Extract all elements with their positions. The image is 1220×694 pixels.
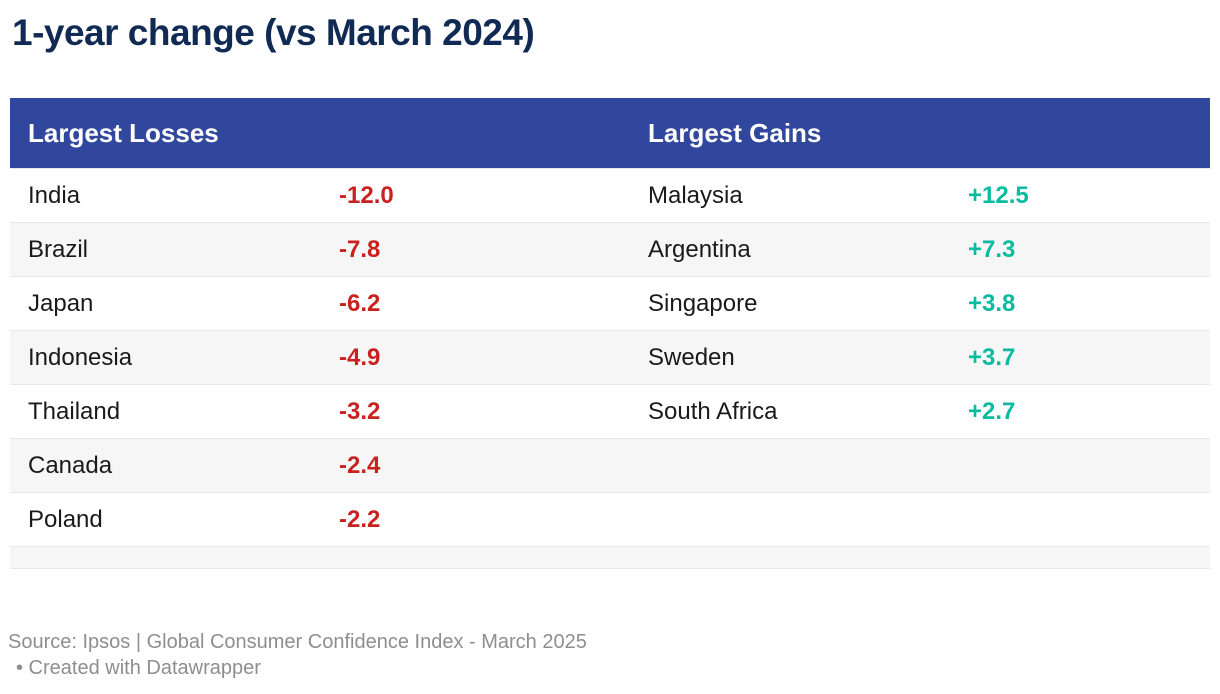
column-header-largest-losses: Largest Losses [28,117,219,148]
gain-value: +12.5 [968,181,1029,209]
table-row: Poland -2.2 [10,492,1210,546]
loss-country: India [28,181,81,209]
gain-country: Singapore [648,289,758,317]
loss-country: Indonesia [28,343,133,371]
loss-country: Thailand [28,397,121,425]
table-row: Indonesia -4.9 Sweden +3.7 [10,330,1210,384]
loss-value: -2.2 [339,505,381,533]
gain-country: Argentina [648,235,751,263]
gain-value: +2.7 [968,397,1016,425]
empty-table-row [10,546,1210,569]
loss-value: -3.2 [339,397,381,425]
source-line: Source: Ipsos | Global Consumer Confiden… [8,631,587,653]
column-header-largest-gains: Largest Gains [648,117,822,148]
loss-value: -4.9 [339,343,381,371]
loss-value: -12.0 [339,181,394,209]
gain-value: +3.8 [968,289,1016,317]
credit-line: • Created with Datawrapper [16,657,261,679]
chart-footer: Source: Ipsos | Global Consumer Confiden… [8,629,1220,681]
gain-country: Sweden [648,343,735,371]
table-row: Japan -6.2 Singapore +3.8 [10,276,1210,330]
loss-country: Poland [28,505,103,533]
loss-value: -7.8 [339,235,381,263]
gain-country: Malaysia [648,181,743,209]
loss-country: Canada [28,451,113,479]
loss-country: Japan [28,289,94,317]
comparison-table: Largest Losses Largest Gains India -12.0… [10,98,1210,569]
loss-value: -6.2 [339,289,381,317]
loss-country: Brazil [28,235,89,263]
chart-title: 1-year change (vs March 2024) [12,12,535,53]
gain-country: South Africa [648,397,778,425]
table-row: Brazil -7.8 Argentina +7.3 [10,222,1210,276]
table-row: Canada -2.4 [10,438,1210,492]
table-row: India -12.0 Malaysia +12.5 [10,168,1210,222]
loss-value: -2.4 [339,451,381,479]
gain-value: +7.3 [968,235,1016,263]
gain-value: +3.7 [968,343,1016,371]
table-header-row: Largest Losses Largest Gains [10,98,1210,168]
table-row: Thailand -3.2 South Africa +2.7 [10,384,1210,438]
